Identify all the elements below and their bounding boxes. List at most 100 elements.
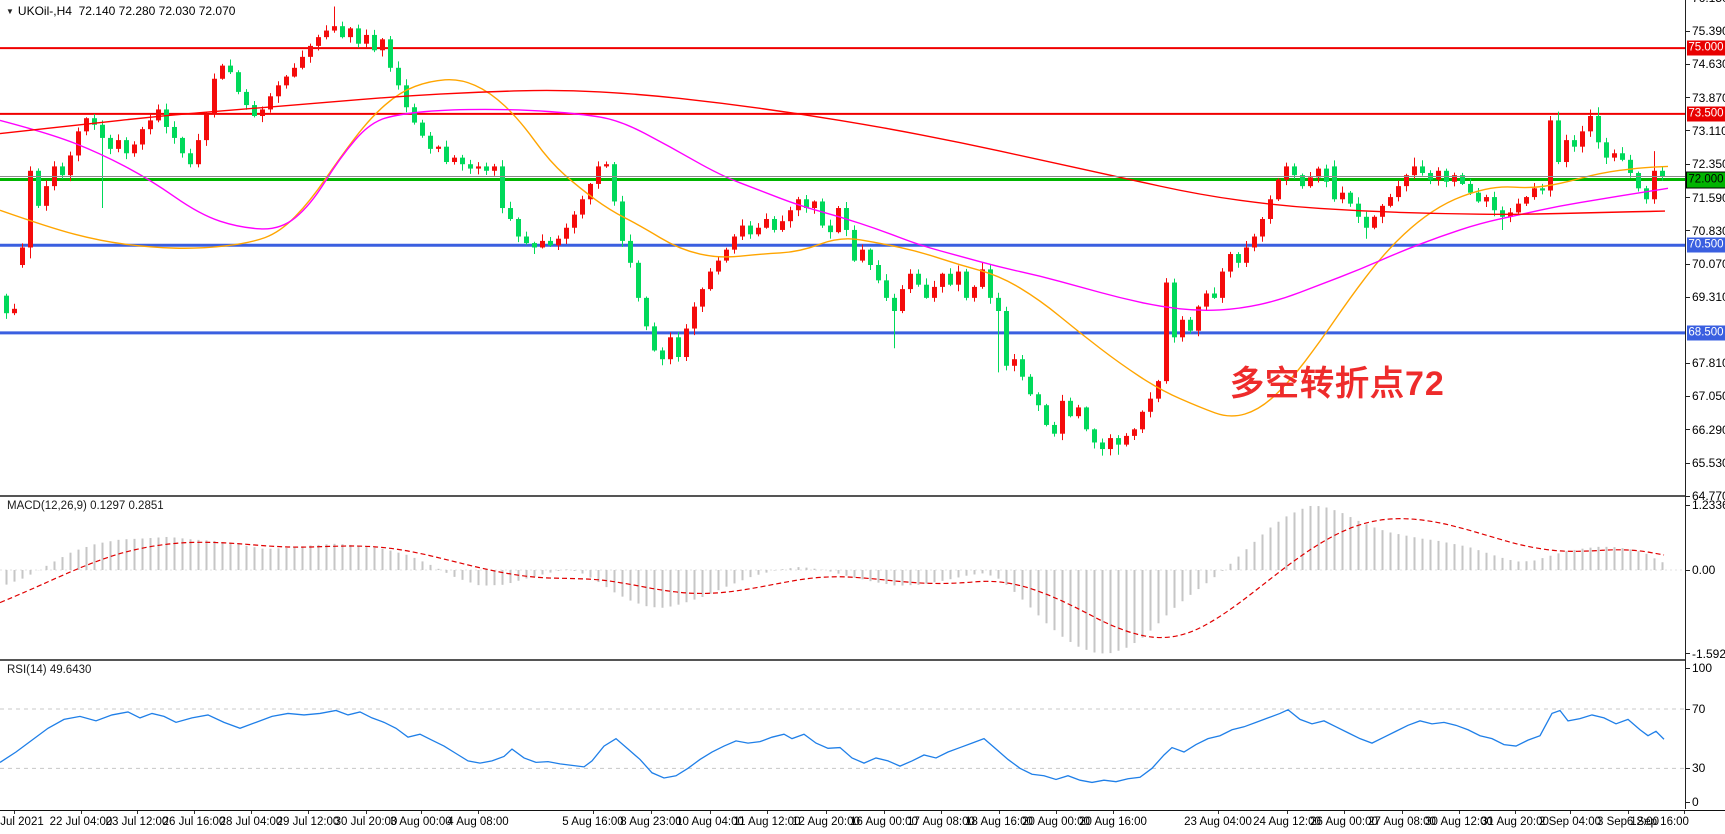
time-tick-label: 28 Jul 04:00: [219, 816, 283, 828]
time-tick-label: 23 Jul 12:00: [105, 816, 169, 828]
candles-layer: [4, 6, 1665, 456]
price-tick-label: 75.390: [1692, 24, 1725, 38]
time-tick-label: 6 Sep 16:00: [1626, 816, 1689, 828]
time-tick-label: 30 Aug 12:00: [1425, 816, 1493, 828]
time-tick-mark: [251, 811, 252, 814]
time-tick-label: 4 Aug 08:00: [447, 816, 509, 828]
price-tick-mark: [1686, 801, 1690, 803]
price-tick-label: 65.530: [1692, 456, 1725, 471]
ma-slow-red: [0, 89, 1666, 215]
time-tick-mark: [767, 811, 768, 814]
price-tick-mark: [1686, 130, 1690, 132]
price-tick-mark: [1686, 296, 1690, 298]
time-tick-label: 3 Sep 12:00: [1596, 816, 1660, 828]
price-tick-label: 67.810: [1692, 356, 1725, 371]
rsi-line: [0, 708, 1665, 784]
time-tick-mark: [478, 811, 479, 814]
time-tick-label: 10 Aug 04:00: [676, 816, 744, 828]
price-tick-mark: [1686, 362, 1690, 364]
price-tick-mark: [1686, 30, 1690, 32]
macd-axis-label: 0.00: [1692, 563, 1716, 577]
time-tick-mark: [1684, 811, 1685, 814]
price-tick-mark: [1686, 504, 1690, 506]
price-level-badge-68.500: 68.500: [1687, 325, 1725, 341]
time-tick-mark: [710, 811, 711, 814]
macd-axis-label: -1.5922: [1692, 646, 1725, 661]
chart-annotation-text: 多空转折点72: [1230, 365, 1445, 403]
price-level-badge-73.500: 73.500: [1687, 106, 1725, 122]
price-level-badge-72.000: 72.000: [1686, 171, 1725, 189]
price-tick-mark: [1686, 230, 1690, 232]
time-tick-mark: [1515, 811, 1516, 814]
price-tick-label: 70.830: [1692, 223, 1725, 238]
symbol-header[interactable]: ▼ UKOil-,H4 72.140 72.280 72.030 72.070: [6, 4, 235, 18]
price-tick-label: 72.350: [1692, 157, 1725, 172]
price-tick-label: 73.870: [1692, 90, 1725, 105]
price-tick-label: 64.770: [1692, 489, 1725, 504]
main-price-chart[interactable]: [0, 0, 1685, 495]
price-tick-mark: [1686, 708, 1690, 710]
panel-separator-1[interactable]: [0, 495, 1725, 497]
time-tick-mark: [999, 811, 1000, 814]
time-tick-mark: [884, 811, 885, 814]
time-tick-label: 5 Aug 16:00: [562, 816, 624, 828]
price-tick-label: 71.590: [1692, 190, 1725, 205]
rsi-indicator-panel[interactable]: [0, 661, 1685, 809]
time-tick-label: 29 Jul 12:00: [276, 816, 340, 828]
price-tick-mark: [1686, 495, 1690, 497]
time-tick-label: 23 Aug 04:00: [1184, 816, 1252, 828]
time-tick-label: 18 Aug 16:00: [965, 816, 1033, 828]
ohlc-values: 72.140 72.280 72.030 72.070: [78, 4, 236, 18]
price-tick-label: 74.630: [1692, 57, 1725, 72]
rsi-axis-label: 70: [1692, 702, 1706, 716]
time-tick-label: 31 Aug 20:00: [1481, 816, 1549, 828]
price-tick-mark: [1686, 429, 1690, 431]
price-tick-mark: [1686, 653, 1690, 655]
time-tick-mark: [421, 811, 422, 814]
time-tick-mark: [1459, 811, 1460, 814]
time-tick-mark: [1113, 811, 1114, 814]
price-tick-label: 69.310: [1692, 290, 1725, 305]
ma-mid-magenta: [0, 108, 1669, 311]
price-tick-label: 66.290: [1692, 422, 1725, 437]
macd-signal-line: [0, 518, 1665, 639]
time-tick-label: 26 Jul 16:00: [162, 816, 226, 828]
time-tick-mark: [14, 811, 15, 814]
time-tick-mark: [826, 811, 827, 814]
time-tick-mark: [137, 811, 138, 814]
time-tick-mark: [1287, 811, 1288, 814]
price-tick-mark: [1686, 97, 1690, 99]
time-tick-mark: [1402, 811, 1403, 814]
price-tick-label: 76.150: [1692, 0, 1725, 5]
time-tick-label: 12 Aug 20:00: [792, 816, 860, 828]
rsi-axis-label: 100: [1692, 661, 1713, 675]
time-tick-label: 3 Aug 00:00: [390, 816, 452, 828]
symbol-dropdown-icon[interactable]: ▼: [6, 7, 14, 16]
panel-separator-2[interactable]: [0, 659, 1725, 661]
time-tick-label: 8 Aug 23:00: [620, 816, 682, 828]
time-tick-label: 11 Aug 12:00: [733, 816, 801, 828]
rsi-axis-label: 0: [1692, 795, 1699, 809]
rsi-label: RSI(14) 49.6430: [7, 664, 92, 676]
time-tick-mark: [1628, 811, 1629, 814]
price-tick-mark: [1686, 163, 1690, 165]
time-tick-label: 26 Aug 00:00: [1310, 816, 1378, 828]
price-tick-mark: [1686, 63, 1690, 65]
time-tick-mark: [1218, 811, 1219, 814]
level-lines-layer: [0, 47, 1685, 335]
price-tick-mark: [1686, 667, 1690, 669]
time-tick-label: 20 Aug 00:00: [1022, 816, 1090, 828]
price-tick-label: 73.110: [1692, 123, 1725, 138]
time-tick-label: 20 Jul 2021: [0, 816, 44, 828]
time-tick-mark: [81, 811, 82, 814]
time-tick-label: 16 Aug 00:00: [850, 816, 918, 828]
price-level-badge-75.000: 75.000: [1687, 40, 1725, 56]
time-tick-mark: [593, 811, 594, 814]
price-tick-mark: [1686, 263, 1690, 265]
time-tick-label: 24 Aug 12:00: [1253, 816, 1321, 828]
price-axis[interactable]: 76.150 75.390 74.630 73.870 73.110 72.350 71.5…: [1685, 0, 1725, 809]
macd-indicator-panel[interactable]: [0, 497, 1685, 659]
time-tick-mark: [366, 811, 367, 814]
